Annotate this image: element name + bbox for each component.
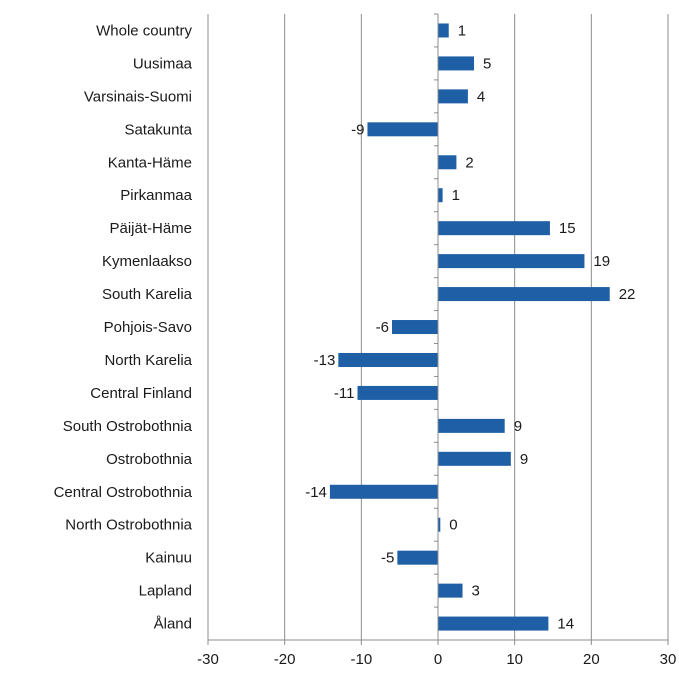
bar [357,385,438,400]
bar [438,221,550,236]
category-label: South Karelia [102,286,193,303]
bar [438,56,475,71]
bar [367,122,438,137]
category-label: Whole country [96,22,192,39]
bar [438,451,511,466]
x-tick-label: -20 [274,651,296,668]
data-label: -14 [305,484,327,501]
bar [397,550,438,565]
category-label: North Ostrobothnia [65,517,192,534]
bar [438,517,441,532]
category-label: Uusimaa [133,55,193,72]
x-tick-label: 20 [583,651,600,668]
category-label: Ostrobothnia [106,451,193,468]
data-label: 19 [593,253,610,270]
bar [438,616,549,631]
bar [392,320,438,335]
data-label: -13 [314,352,336,369]
category-label: Kainuu [145,550,192,567]
x-tick-label: 30 [660,651,677,668]
data-label: 1 [452,187,460,204]
data-label: 14 [557,616,574,633]
bar [438,254,585,269]
bars [329,23,610,631]
bar [438,583,463,598]
data-label: 5 [483,55,491,72]
category-label: Satakunta [124,121,192,138]
data-label: -11 [334,385,355,402]
category-label: Åland [154,616,192,633]
category-label: Lapland [139,583,192,600]
category-label: Päijät-Häme [109,220,192,237]
x-tick-label: -30 [197,651,219,668]
category-label: Pohjois-Savo [104,319,192,336]
category-label: North Karelia [104,352,192,369]
bar [338,352,438,367]
x-tick-label: 0 [434,651,442,668]
bar [438,23,449,38]
bar [329,484,438,499]
category-label: Central Ostrobothnia [54,484,193,501]
bar [438,155,457,170]
x-axis: -30 -20 -10 0 10 20 30 [197,13,677,668]
x-tick-label: 10 [506,651,523,668]
category-label: Varsinais-Suomi [84,88,192,105]
category-label: Kymenlaakso [102,253,192,270]
data-label: 9 [520,451,528,468]
data-label: -5 [381,550,394,567]
category-labels: Whole country Uusimaa Varsinais-Suomi Satak… [54,22,193,632]
data-label: 15 [559,220,576,237]
data-label: -6 [376,319,389,336]
data-label: -9 [351,121,364,138]
bar [438,418,505,433]
data-label: 3 [472,583,480,600]
data-label: 0 [449,517,457,534]
bar [438,89,468,104]
data-label: 22 [619,286,636,303]
data-label: 4 [477,88,485,105]
category-label: Central Finland [90,385,192,402]
category-label: Pirkanmaa [120,187,192,204]
bar [438,287,610,302]
category-label: Kanta-Häme [108,154,192,171]
data-label: 2 [465,154,473,171]
data-label: 9 [514,418,522,435]
data-label: 1 [458,22,466,39]
bar [438,188,443,203]
category-label: South Ostrobothnia [63,418,193,435]
x-tick-label: -10 [350,651,372,668]
